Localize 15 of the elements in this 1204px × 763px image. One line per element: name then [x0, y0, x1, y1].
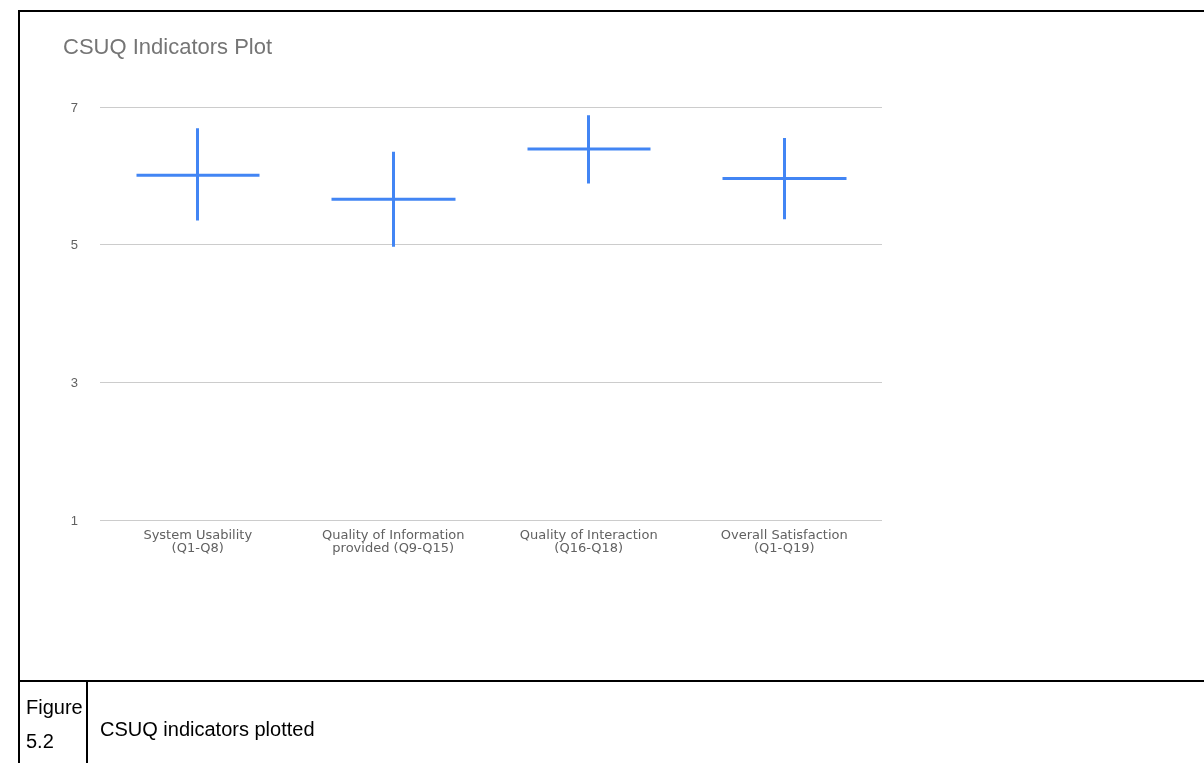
x-tick-label: Quality of Information provided (Q9-Q15): [322, 527, 465, 555]
y-tick-label: 3: [70, 374, 78, 390]
text: CSUQ indicators plotted: [99, 717, 316, 742]
y-tick-label: 5: [70, 237, 78, 253]
x-tick-label: Quality of Interaction (Q16-Q18): [519, 527, 658, 555]
candlestick: [721, 137, 848, 220]
x-tick-label: Overall Satisfaction (Q1-Q19): [720, 527, 848, 555]
candlestick: [135, 128, 261, 221]
y-tick-label: 1: [70, 512, 78, 528]
chart-title: CSUQ Indicators Plot: [63, 33, 273, 59]
x-tick-label: System Usability (Q1-Q8): [143, 527, 253, 555]
caption: Figure 5.2: [20, 682, 88, 763]
candlestick: [526, 115, 652, 184]
y-tick-label: 7: [70, 99, 78, 115]
candlestick: [330, 151, 457, 247]
